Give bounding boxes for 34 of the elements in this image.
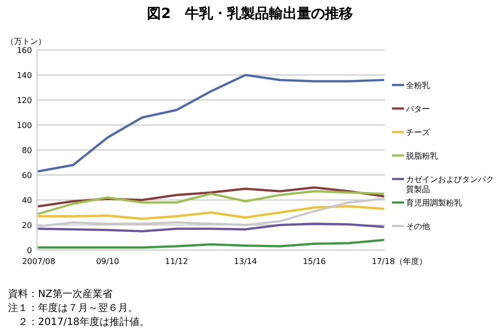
- legend-label: チーズ: [406, 128, 431, 137]
- y-tick-label: 160: [16, 46, 32, 55]
- legend-label: 全粉乳: [406, 81, 430, 90]
- y-tick-label: 80: [22, 146, 32, 155]
- line-series: [38, 186, 384, 208]
- line-series: [38, 205, 384, 220]
- line-series: [38, 74, 384, 172]
- legend-label: 育児用調製粉乳: [406, 198, 462, 208]
- y-axis-title: （万トン）: [6, 37, 46, 46]
- chart-title: 図2 牛乳・乳製品輸出量の推移: [147, 6, 353, 22]
- legend-label: 脱脂粉乳: [406, 152, 438, 160]
- y-tick-label: 100: [16, 121, 32, 130]
- x-axis-title: （年度）: [395, 257, 427, 266]
- line-series: [38, 190, 384, 215]
- line-series: [38, 238, 384, 249]
- y-tick-label: 140: [16, 71, 32, 80]
- y-tick-label: 20: [22, 221, 32, 230]
- x-tick-label: 09/10: [96, 257, 120, 266]
- legend-label: カゼインおよびタンパク質製品: [406, 175, 494, 194]
- y-tick-label: 40: [22, 196, 32, 205]
- y-tick-label: 120: [16, 96, 32, 105]
- x-tick-label: 17/18: [372, 257, 395, 266]
- y-tick-label: 0: [26, 246, 32, 255]
- y-tick-label: 60: [22, 171, 32, 180]
- text: ２：2017/18年度は推計値。: [8, 316, 150, 328]
- x-tick-label: 2007/08: [22, 257, 56, 266]
- legend-label: バター: [405, 104, 430, 114]
- x-tick-label: 15/16: [302, 257, 326, 266]
- x-tick-label: 11/12: [165, 257, 188, 266]
- legend-label: その他: [406, 222, 430, 231]
- x-tick-label: 13/14: [234, 257, 257, 266]
- text: 資料：NZ第一次産業省: [8, 288, 112, 300]
- text: 注１：年度は７月～翌６月。: [8, 302, 138, 314]
- line-series: [38, 222, 384, 232]
